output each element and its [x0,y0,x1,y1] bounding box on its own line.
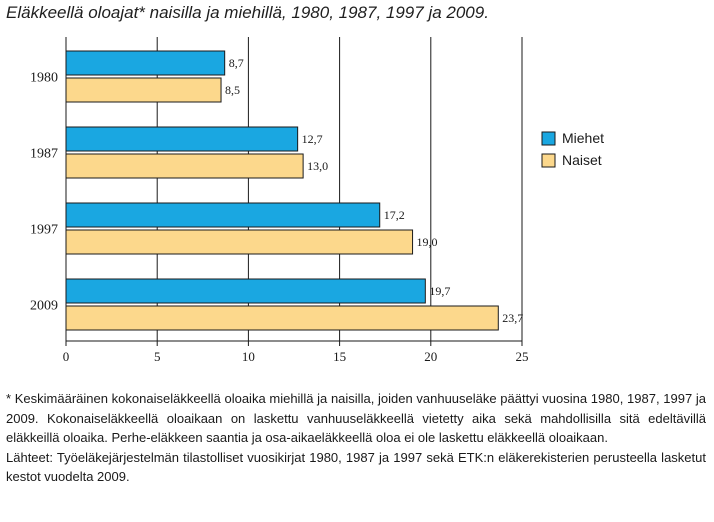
bar-naiset-2009 [65,305,499,331]
data-label-miehet-2009: 19,7 [429,284,450,298]
data-label-miehet-1997: 17,2 [384,208,405,222]
bar-miehet-1997 [65,202,381,228]
chart-title: Eläkkeellä oloajat* naisilla ja miehillä… [6,3,489,22]
bar-miehet-2009 [65,278,426,304]
x-tick-label-20: 20 [424,349,437,364]
data-label-naiset-1987: 13,0 [307,159,328,173]
data-label-miehet-1980: 8,7 [229,56,244,70]
x-tick-label-0: 0 [63,349,70,364]
bar-naiset-1987 [65,153,304,179]
legend-label-miehet: Miehet [562,130,604,146]
bar-naiset-1980 [65,77,222,103]
x-tick-label-10: 10 [242,349,255,364]
category-label-2009: 2009 [30,299,58,314]
data-label-naiset-1997: 19,0 [417,235,438,249]
legend-swatch-miehet [541,131,556,146]
axes: 0 5 10 15 20 25 [63,37,529,364]
legend-label-naiset: Naiset [562,152,602,168]
category-label-1980: 1980 [30,71,58,86]
footnote: * Keskimääräinen kokonaiseläkkeellä oloa… [6,391,706,445]
category-label-1987: 1987 [30,147,58,162]
bar-miehet-1987 [65,126,299,152]
legend: Miehet Naiset [541,130,604,168]
data-label-naiset-1980: 8,5 [225,83,240,97]
data-label-miehet-1987: 12,7 [302,132,323,146]
category-label-1997: 1997 [30,223,58,238]
x-tick-label-15: 15 [333,349,346,364]
labels: 8,7 8,5 1980 12,7 13,0 1987 17,2 19,0 1997 19,7 23… [30,56,523,325]
bar-chart: 0 5 10 15 20 25 8,7 8,5 1980 12,7 13,0 1987 17,2 19,… [30,37,604,364]
legend-swatch-naiset [541,153,556,168]
bar-naiset-1997 [65,229,414,255]
data-label-naiset-2009: 23,7 [502,311,523,325]
x-tick-label-25: 25 [516,349,529,364]
notes: * Keskimääräinen kokonaiseläkkeellä oloa… [6,389,706,487]
source-note: Lähteet: Työeläkejärjestelmän tilastolli… [6,449,706,485]
x-tick-label-5: 5 [154,349,161,364]
bar-miehet-1980 [65,50,226,76]
